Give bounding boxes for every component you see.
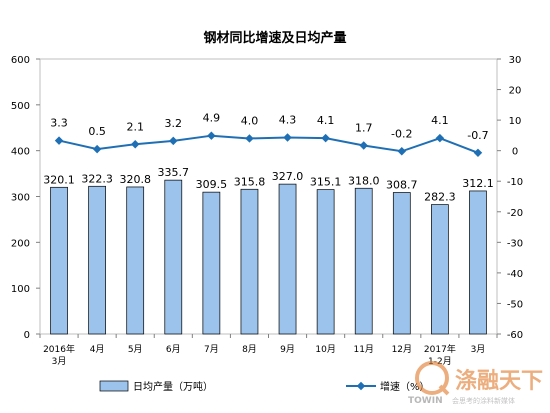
growth-value-label: 3.3 bbox=[50, 117, 68, 130]
y-right-tick-label: 10 bbox=[509, 116, 522, 127]
y-right-tick-label: -30 bbox=[507, 238, 523, 249]
bar-value-label: 320.1 bbox=[43, 173, 75, 186]
bar bbox=[354, 187, 373, 335]
bar-value-label: 315.8 bbox=[234, 175, 266, 188]
growth-value-label: 3.2 bbox=[165, 117, 183, 130]
growth-point bbox=[169, 136, 178, 146]
y-right-tick-label: -60 bbox=[507, 330, 523, 341]
growth-value-label: 2.1 bbox=[126, 120, 144, 133]
y-right-tick-label: 30 bbox=[509, 55, 522, 66]
growth-point bbox=[54, 136, 64, 145]
x-tick-label: 11月 bbox=[353, 344, 373, 355]
y-left-tick-label: 600 bbox=[11, 55, 30, 66]
bar bbox=[202, 191, 221, 335]
axis-layer: 0 100 200 300 400 500 600 -60 -50 -40 -30 -20 -10 0 10… bbox=[11, 55, 523, 367]
x-tick-label: 1-2月 bbox=[428, 356, 452, 367]
growth-value-label: 4.9 bbox=[203, 112, 221, 125]
bar bbox=[88, 185, 106, 335]
legend-bar-label: 日均产量（万吨） bbox=[133, 380, 213, 393]
watermark-brand: TOWIN bbox=[408, 396, 443, 406]
watermark-slogan: 会思考的涂料新媒体 bbox=[452, 396, 515, 405]
growth-value-label: 4.1 bbox=[431, 114, 449, 127]
growth-point bbox=[359, 141, 368, 150]
bar bbox=[469, 190, 487, 335]
bar-value-label: 308.7 bbox=[386, 179, 418, 192]
growth-point bbox=[92, 144, 102, 154]
bar bbox=[316, 189, 335, 335]
legend-bar-swatch bbox=[99, 380, 129, 392]
x-tick-label: 5月 bbox=[128, 344, 143, 355]
growth-value-label: 4.3 bbox=[279, 114, 297, 127]
bar-value-label: 312.1 bbox=[462, 177, 494, 190]
x-tick-label: 4月 bbox=[90, 344, 105, 355]
growth-point bbox=[130, 140, 140, 149]
growth-line bbox=[58, 134, 479, 154]
bar-value-label: 327.0 bbox=[272, 170, 304, 183]
bar-layer bbox=[50, 179, 487, 335]
bar bbox=[431, 204, 449, 335]
growth-value-label: -0.2 bbox=[391, 127, 412, 140]
bar bbox=[278, 183, 297, 335]
bar-value-label: 309.5 bbox=[196, 178, 228, 191]
y-right-tick-label: -50 bbox=[507, 299, 523, 310]
chart-title: 钢材同比增速及日均产量 bbox=[203, 30, 346, 46]
growth-point bbox=[435, 133, 445, 143]
growth-value-label: 1.7 bbox=[355, 121, 373, 134]
y-right-tick-label: 20 bbox=[509, 86, 522, 97]
x-tick-label: 6月 bbox=[166, 344, 181, 355]
growth-value-label: 4.1 bbox=[317, 114, 335, 127]
label-layer: 320.1 322.3 320.8 335.7 309.5 315.8 327.0 315.1… bbox=[43, 112, 493, 204]
growth-value-label: 0.5 bbox=[88, 125, 106, 138]
growth-point bbox=[245, 134, 254, 143]
y-left-tick-label: 500 bbox=[11, 101, 30, 112]
growth-point bbox=[321, 133, 330, 143]
legend: 日均产量（万吨） 增速（%） bbox=[99, 380, 430, 393]
y-right-tick-label: 0 bbox=[512, 147, 518, 158]
growth-value-label: 4.0 bbox=[241, 114, 259, 127]
x-tick-label: 2016年 bbox=[43, 343, 75, 355]
x-tick-label: 9月 bbox=[280, 344, 295, 355]
x-tick-label: 2017年 bbox=[424, 343, 456, 355]
y-right-tick-label: -10 bbox=[507, 177, 523, 188]
bar bbox=[240, 188, 259, 335]
x-tick-label: 12月 bbox=[392, 344, 412, 355]
growth-point bbox=[473, 148, 483, 158]
y-left-tick-label: 0 bbox=[24, 330, 30, 341]
x-tick-label: 8月 bbox=[242, 344, 257, 355]
y-left-tick-label: 400 bbox=[11, 147, 30, 158]
y-right-tick-label: -40 bbox=[507, 269, 523, 280]
watermark-ring-icon bbox=[415, 361, 449, 395]
watermark-name: 涤融天下 bbox=[455, 369, 543, 394]
y-left-tick-label: 300 bbox=[11, 193, 30, 204]
growth-point bbox=[283, 133, 292, 142]
watermark: 涤融天下 TOWIN 会思考的涂料新媒体 bbox=[408, 361, 543, 406]
bar bbox=[126, 186, 145, 335]
y-left-tick-label: 100 bbox=[11, 284, 30, 295]
bar bbox=[164, 179, 183, 335]
bar-value-label: 320.8 bbox=[119, 173, 151, 186]
x-tick-label: 3月 bbox=[52, 356, 67, 367]
watermark-ring-tail bbox=[438, 384, 450, 396]
y-right-tick-label: -20 bbox=[507, 208, 523, 219]
legend-line-marker bbox=[356, 381, 366, 391]
bar-value-label: 282.3 bbox=[424, 191, 456, 204]
y-left-tick-label: 200 bbox=[11, 238, 30, 249]
bar bbox=[392, 192, 411, 335]
bar bbox=[50, 186, 68, 335]
bar-value-label: 315.1 bbox=[310, 176, 342, 189]
line-layer bbox=[54, 131, 483, 158]
bar-value-label: 322.3 bbox=[81, 172, 113, 185]
bar-value-label: 335.7 bbox=[158, 166, 190, 179]
growth-point bbox=[397, 147, 407, 156]
growth-value-label: -0.7 bbox=[467, 129, 488, 142]
x-tick-label: 7月 bbox=[204, 344, 219, 355]
growth-point bbox=[207, 131, 216, 140]
bar-value-label: 318.0 bbox=[348, 174, 380, 187]
watermark-logo: 涤融天下 TOWIN 会思考的涂料新媒体 bbox=[408, 361, 543, 406]
x-tick-label: 3月 bbox=[471, 344, 486, 355]
x-tick-label: 10月 bbox=[315, 344, 335, 355]
